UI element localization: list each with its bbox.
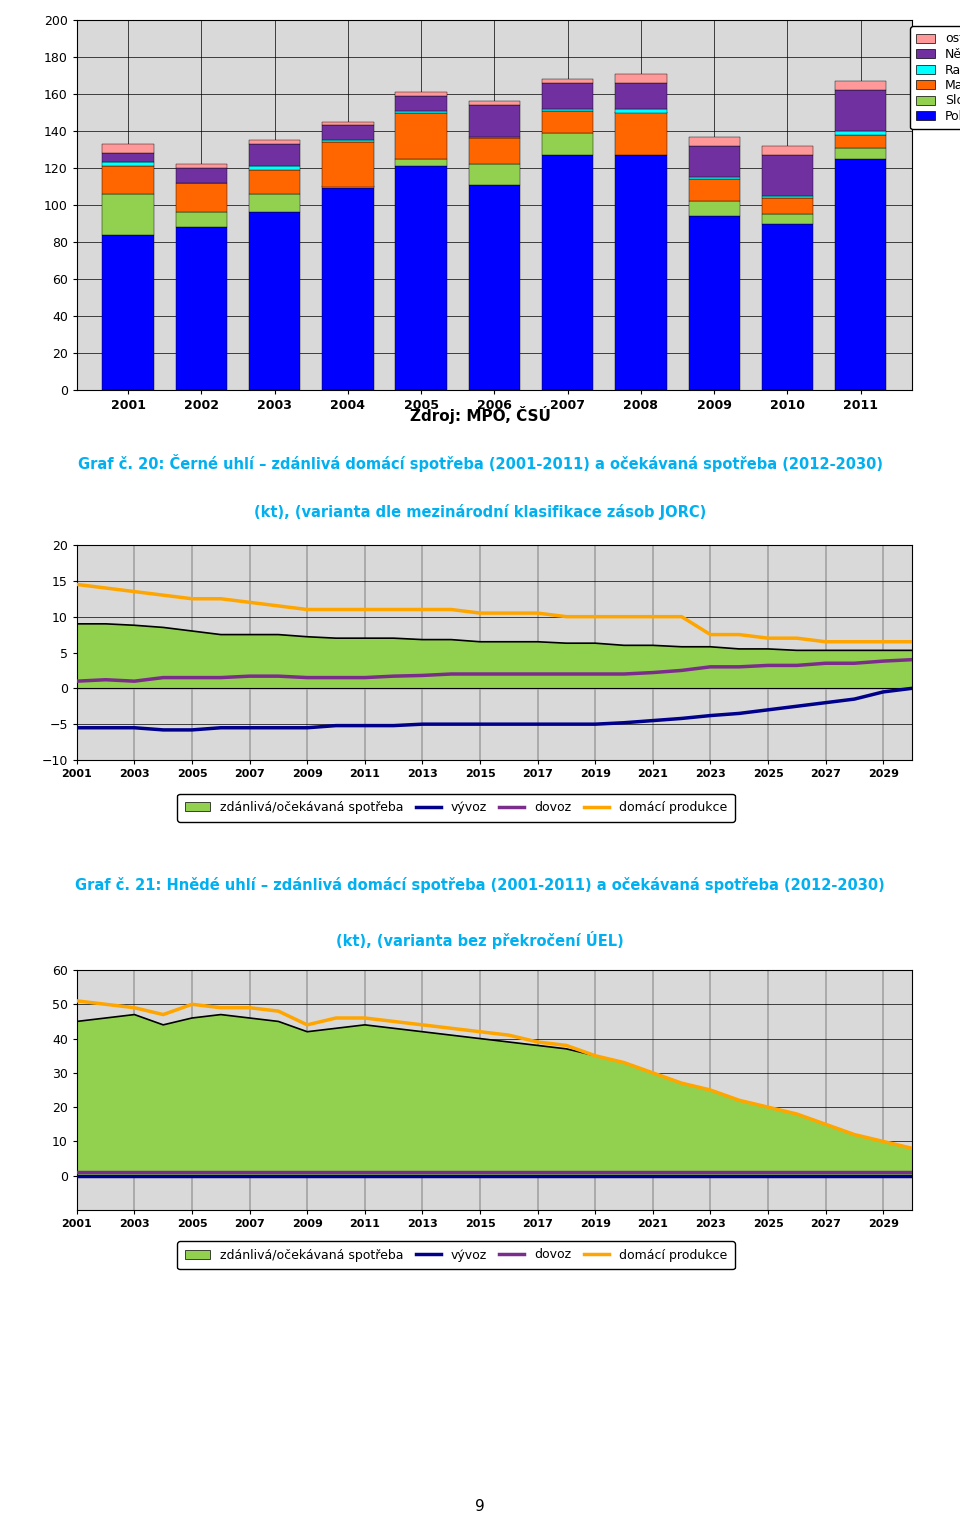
- Bar: [103, 193, 154, 235]
- Bar: [688, 146, 740, 178]
- Bar: [249, 166, 300, 170]
- Legend: zdánlivá/očekávaná spotřeba, vývoz, dovoz, domácí produkce: zdánlivá/očekávaná spotřeba, vývoz, dovo…: [178, 1242, 734, 1269]
- Bar: [835, 90, 886, 130]
- Bar: [323, 140, 373, 143]
- Bar: [323, 143, 373, 187]
- Bar: [835, 81, 886, 90]
- Bar: [323, 189, 373, 389]
- Bar: [396, 92, 446, 97]
- Bar: [249, 213, 300, 389]
- Bar: [176, 164, 227, 169]
- Bar: [468, 101, 520, 106]
- Bar: [542, 83, 593, 109]
- Bar: [103, 166, 154, 193]
- Bar: [762, 215, 813, 224]
- Text: Graf č. 20: Černé uhlí – zdánlivá domácí spotřeba (2001-2011) a očekávaná spotře: Graf č. 20: Černé uhlí – zdánlivá domácí…: [78, 454, 882, 472]
- Bar: [615, 112, 666, 155]
- Bar: [835, 135, 886, 147]
- Bar: [396, 159, 446, 166]
- Bar: [762, 196, 813, 198]
- Bar: [176, 182, 227, 213]
- Bar: [542, 80, 593, 83]
- Bar: [688, 178, 740, 179]
- Bar: [835, 159, 886, 389]
- Bar: [615, 83, 666, 109]
- Text: 9: 9: [475, 1499, 485, 1513]
- Bar: [468, 106, 520, 136]
- Bar: [615, 109, 666, 112]
- Bar: [468, 184, 520, 389]
- Bar: [249, 140, 300, 144]
- Bar: [323, 121, 373, 126]
- Bar: [762, 146, 813, 155]
- Bar: [249, 144, 300, 166]
- Bar: [176, 213, 227, 227]
- Bar: [688, 136, 740, 146]
- Text: Graf č. 21: Hnědé uhlí – zdánlivá domácí spotřeba (2001-2011) a očekávaná spotře: Graf č. 21: Hnědé uhlí – zdánlivá domácí…: [75, 877, 885, 894]
- Bar: [103, 162, 154, 166]
- Bar: [762, 224, 813, 389]
- Bar: [396, 166, 446, 389]
- Bar: [468, 164, 520, 184]
- Bar: [542, 155, 593, 389]
- Bar: [468, 138, 520, 164]
- Bar: [176, 227, 227, 389]
- Bar: [468, 136, 520, 138]
- Bar: [835, 147, 886, 159]
- Bar: [615, 155, 666, 389]
- Bar: [542, 133, 593, 155]
- Bar: [103, 235, 154, 389]
- Bar: [762, 155, 813, 196]
- Bar: [835, 130, 886, 135]
- Bar: [103, 153, 154, 162]
- Text: Zdroj: MPO, ČSÚ: Zdroj: MPO, ČSÚ: [410, 406, 550, 425]
- Bar: [762, 198, 813, 215]
- Bar: [396, 112, 446, 159]
- Text: (kt), (varianta bez překročení ÚEL): (kt), (varianta bez překročení ÚEL): [336, 931, 624, 949]
- Text: (kt), (varianta dle mezinárodní klasifikace zásob JORC): (kt), (varianta dle mezinárodní klasifik…: [253, 504, 707, 520]
- Bar: [176, 169, 227, 182]
- Bar: [249, 170, 300, 193]
- Bar: [542, 110, 593, 133]
- Legend: ostatní, Německo, Rakousko, Maďarsko, Slovensko, Polsko: ostatní, Německo, Rakousko, Maďarsko, Sl…: [910, 26, 960, 129]
- Bar: [323, 126, 373, 140]
- Bar: [323, 187, 373, 189]
- Bar: [542, 109, 593, 110]
- Bar: [688, 201, 740, 216]
- Legend: zdánlivá/očekávaná spotřeba, vývoz, dovoz, domácí produkce: zdánlivá/očekávaná spotřeba, vývoz, dovo…: [178, 794, 734, 822]
- Bar: [103, 144, 154, 153]
- Bar: [249, 193, 300, 213]
- Bar: [615, 74, 666, 83]
- Bar: [396, 97, 446, 110]
- Bar: [396, 110, 446, 112]
- Bar: [688, 216, 740, 389]
- Bar: [688, 179, 740, 201]
